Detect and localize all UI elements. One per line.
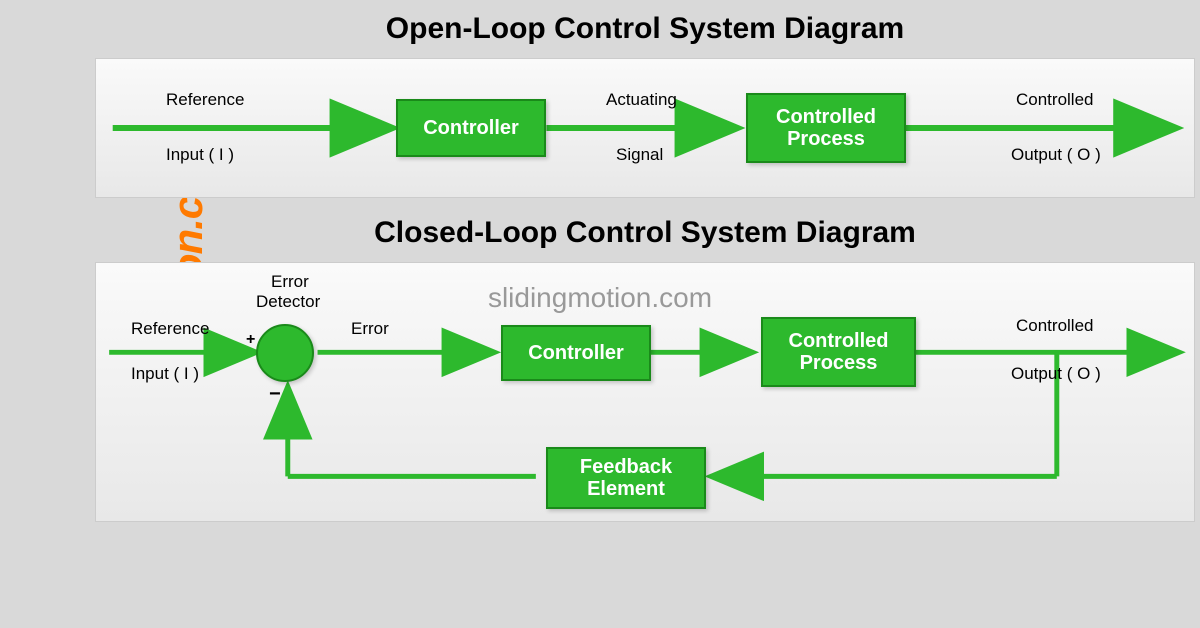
open-process-block: Controlled Process [746,93,906,163]
error-label: Error [351,318,389,340]
open-loop-panel: Reference Input ( I ) Controller Actuati… [95,58,1195,198]
plus-sign: + [246,331,255,349]
error-detector-top: Error [271,271,309,293]
open-output-bottom: Output ( O ) [1011,144,1101,166]
closed-controller-block: Controller [501,325,651,381]
open-signal-bottom: Signal [616,144,663,166]
open-output-top: Controlled [1016,89,1094,111]
center-watermark: slidingmotion.com [488,282,712,314]
error-detector-bottom: Detector [256,291,320,313]
closed-loop-title: Closed-Loop Control System Diagram [95,216,1195,250]
closed-output-bottom: Output ( O ) [1011,363,1101,385]
minus-sign: − [269,383,281,406]
closed-process-block: Controlled Process [761,317,916,387]
closed-output-top: Controlled [1016,315,1094,337]
open-loop-title: Open-Loop Control System Diagram [95,12,1195,46]
open-loop-arrows [96,59,1194,197]
summing-junction [256,324,314,382]
closed-input-bottom: Input ( I ) [131,363,199,385]
feedback-block: Feedback Element [546,447,706,509]
open-input-bottom: Input ( I ) [166,144,234,166]
open-signal-top: Actuating [606,89,677,111]
open-controller-block: Controller [396,99,546,157]
open-input-top: Reference [166,89,244,111]
closed-input-top: Reference [131,318,209,340]
main-container: Open-Loop Control System Diagram Referen… [95,0,1195,628]
